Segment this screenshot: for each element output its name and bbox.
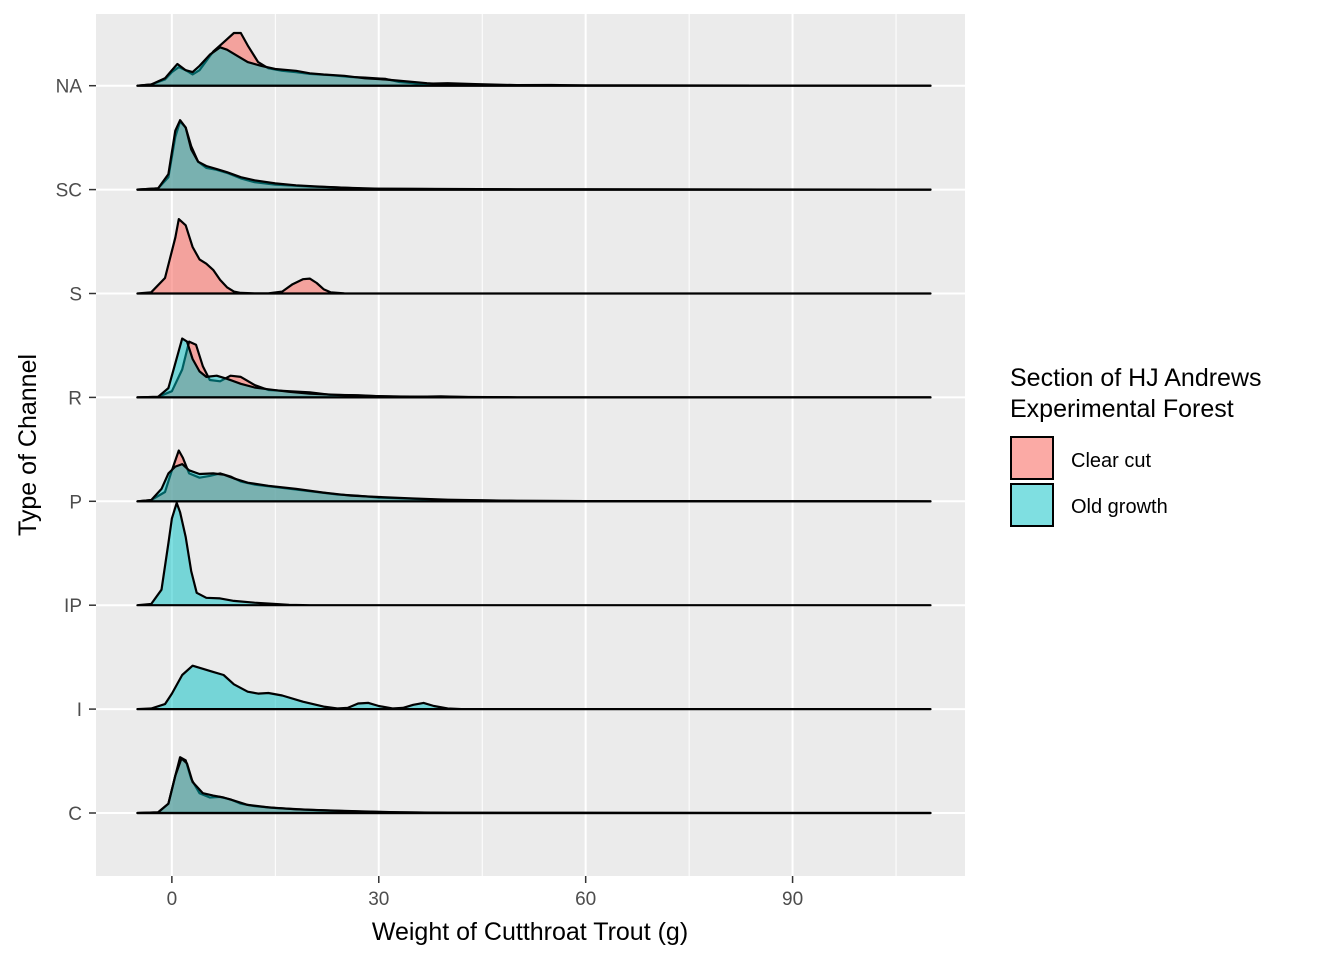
legend-title-line-2: Experimental Forest — [1010, 395, 1234, 423]
legend-title-line-1: Section of HJ Andrews — [1010, 364, 1262, 392]
ridge-NA-old-growth — [136, 46, 932, 87]
legend-label-old-growth: Old growth — [1071, 496, 1168, 518]
ridge-S-clear-cut — [136, 218, 932, 295]
x-tick-label-90: 90 — [782, 889, 803, 910]
y-tick-label-C: C — [68, 804, 82, 825]
y-tick-label-P: P — [69, 492, 82, 513]
x-tick-label-0: 0 — [167, 889, 178, 910]
legend-label-clear-cut: Clear cut — [1071, 450, 1151, 472]
y-axis-title: Type of Channel — [14, 354, 42, 536]
legend: Section of HJ Andrews Experimental Fores… — [1010, 364, 1262, 527]
density-ridges — [136, 31, 932, 815]
x-axis-title: Weight of Cutthroat Trout (g) — [372, 918, 688, 946]
ridge-C-old-growth — [136, 757, 932, 815]
ridge-SC-old-growth — [136, 119, 932, 191]
plot-panel — [96, 14, 965, 876]
y-tick-label-S: S — [69, 285, 82, 306]
x-tick-label-30: 30 — [368, 889, 389, 910]
ridge-I-old-growth — [136, 664, 932, 711]
x-tick-label-60: 60 — [575, 889, 596, 910]
ridge-R-old-growth — [136, 337, 932, 399]
y-tick-label-IP: IP — [64, 596, 82, 617]
y-tick-label-NA: NA — [56, 77, 83, 98]
y-tick-label-SC: SC — [56, 181, 82, 202]
y-axis: C I IP P R S SC NA — [56, 77, 96, 825]
y-tick-label-R: R — [68, 388, 82, 409]
y-tick-label-I: I — [77, 700, 82, 721]
legend-key-old-growth — [1010, 483, 1054, 527]
ridge-IP-old-growth — [136, 501, 932, 607]
legend-key-clear-cut — [1010, 436, 1054, 480]
x-axis: 0 30 60 90 — [167, 876, 803, 910]
ridge-P-old-growth — [136, 463, 932, 503]
